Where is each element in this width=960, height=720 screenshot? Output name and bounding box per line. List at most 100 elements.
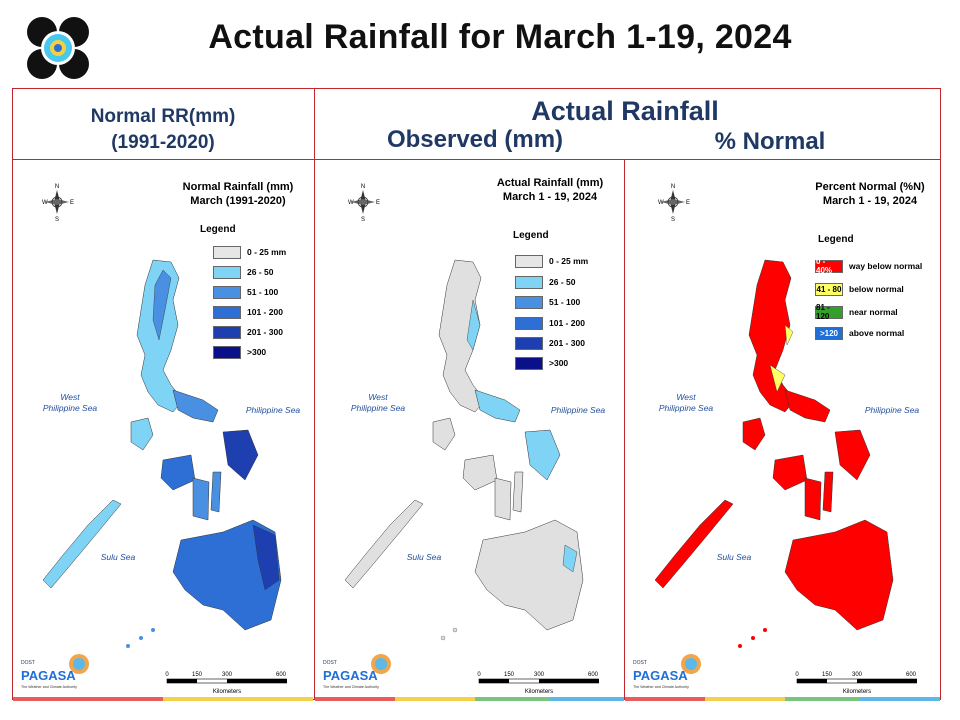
normal-header-line1: Normal RR(mm) — [90, 106, 236, 127]
legend-label: >300 — [549, 358, 569, 368]
scale-unit: Kilometers — [213, 689, 241, 695]
sea-label-west: West Philippine Sea — [35, 392, 105, 414]
brand-tagline: The Weather and Climate Authority — [323, 685, 379, 689]
actual-header: Actual Rainfall — [531, 96, 719, 126]
legend-item: 26 - 50 — [515, 275, 575, 289]
footer-color-bar — [395, 697, 475, 701]
legend-label: way below normal — [849, 261, 923, 271]
scale-tick: 300 — [222, 672, 233, 678]
footer-color-bar — [475, 697, 550, 701]
footer-color-bar — [315, 697, 395, 701]
legend-item: 101 - 200 — [213, 305, 283, 319]
compass-w: W — [658, 200, 664, 206]
scale-tick: 0 — [795, 672, 799, 678]
compass-n: N — [55, 184, 59, 190]
observed-header: Observed (mm) — [386, 126, 564, 153]
scale-tick: 600 — [588, 672, 599, 678]
compass-w: W — [42, 200, 48, 206]
footer-color-bar — [705, 697, 785, 701]
normal-header: Normal RR(mm) (1991-2020) — [14, 104, 312, 156]
legend-item: 26 - 50 — [213, 265, 273, 279]
legend-item: 51 - 100 — [213, 285, 278, 299]
sea-label-west: West Philippine Sea — [343, 392, 413, 414]
pagasa-footer-logo: DOST PAGASA The Weather and Climate Auth… — [631, 652, 711, 692]
compass-s: S — [361, 217, 365, 222]
legend-item: 0 - 40% way below normal — [815, 257, 923, 275]
philippines-map — [344, 259, 584, 641]
legend-swatch: 41 - 80 — [815, 282, 843, 296]
scale-tick: 0 — [477, 672, 481, 678]
brand-tagline: The Weather and Climate Authority — [633, 685, 689, 689]
brand-name: PAGASA — [21, 668, 76, 683]
sea-west-line2: Philippine Sea — [42, 403, 98, 413]
scale-bar: 0 150 300 600 Kilometers — [793, 668, 918, 698]
legend-item: 0 - 25 mm — [515, 254, 588, 268]
panel-observed: N W E S Actual Rainfall (mm) March 1 - 1… — [315, 160, 624, 700]
legend-item: 201 - 300 — [213, 325, 283, 339]
compass-w: W — [348, 200, 354, 206]
philippines-map — [654, 259, 894, 648]
normal-header-line2: (1991-2020) — [111, 132, 215, 153]
scale-tick: 300 — [534, 672, 545, 678]
legend-label: 26 - 50 — [247, 267, 274, 277]
footer-color-bar — [785, 697, 860, 701]
sea-label-east: Philippine Sea — [864, 405, 920, 415]
legend-label: 0 - 25 mm — [549, 256, 589, 266]
legend-swatch: >120 — [815, 326, 843, 340]
sea-west-line1: West — [368, 392, 388, 402]
compass-icon: N W E S — [658, 184, 690, 222]
legend-label: 101 - 200 — [247, 307, 283, 317]
compass-n: N — [361, 184, 365, 190]
panel-title-line1: Actual Rainfall (mm) — [496, 177, 604, 189]
legend-item: 101 - 200 — [515, 316, 585, 330]
panel-normal: N W E S Normal Rainfall (mm) March (1991… — [13, 160, 314, 700]
panel-percent-normal: N W E S Percent Normal (%N) March 1 - 19… — [625, 160, 940, 700]
column-divider-2 — [624, 160, 625, 700]
page-title: Actual Rainfall for March 1-19, 2024 — [208, 18, 792, 56]
scale-tick: 300 — [852, 672, 863, 678]
sea-label-sulu: Sulu Sea — [716, 552, 752, 562]
legend-item: 201 - 300 — [515, 336, 585, 350]
sea-label-east: Philippine Sea — [550, 405, 606, 415]
sea-west-line2: Philippine Sea — [350, 403, 406, 413]
footer-color-bar — [860, 697, 940, 701]
compass-n: N — [671, 184, 675, 190]
brand-name: PAGASA — [633, 668, 688, 683]
scale-unit: Kilometers — [525, 689, 553, 695]
legend-label: below normal — [849, 284, 904, 294]
pagasa-footer-logo: DOST PAGASA The Weather and Climate Auth… — [321, 652, 401, 692]
legend-item: 51 - 100 — [515, 295, 580, 309]
compass-icon: N W E S — [348, 184, 380, 222]
sea-label-west: West Philippine Sea — [651, 392, 721, 414]
panel-title-line2: March 1 - 19, 2024 — [822, 195, 918, 207]
brand-prefix: DOST — [323, 660, 337, 666]
scale-tick: 150 — [822, 672, 833, 678]
compass-e: E — [70, 200, 74, 206]
footer-color-bar — [163, 697, 313, 701]
legend-item: >300 — [213, 345, 266, 359]
compass-e: E — [376, 200, 380, 206]
legend-item: 41 - 80 below normal — [815, 282, 904, 296]
compass-s: S — [671, 217, 675, 222]
legend-swatch: 81 - 120 — [815, 303, 843, 321]
pagasa-footer-logo: DOST PAGASA The Weather and Climate Auth… — [19, 652, 99, 692]
legend-label: 51 - 100 — [549, 297, 581, 307]
sea-label-east: Philippine Sea — [245, 405, 301, 415]
sea-west-line1: West — [60, 392, 80, 402]
scale-bar: 0 150 300 600 Kilometers — [475, 668, 600, 698]
scale-tick: 0 — [165, 672, 169, 678]
percent-header: % Normal — [714, 128, 826, 155]
legend-label: 0 - 25 mm — [247, 247, 287, 257]
legend-item: 81 - 120 near normal — [815, 303, 898, 321]
compass-e: E — [686, 200, 690, 206]
legend-title: Legend — [513, 230, 549, 241]
panel-title-line1: Percent Normal (%N) — [815, 181, 925, 193]
panel-title: Percent Normal (%N) March 1 - 19, 2024 — [805, 180, 935, 208]
compass-s: S — [55, 217, 59, 222]
brand-prefix: DOST — [21, 660, 35, 666]
legend-label: 201 - 300 — [247, 327, 283, 337]
legend-title: Legend — [818, 234, 854, 245]
scale-unit: Kilometers — [843, 689, 871, 695]
sea-label-sulu: Sulu Sea — [406, 552, 442, 562]
panel-title-line2: March 1 - 19, 2024 — [502, 191, 598, 203]
